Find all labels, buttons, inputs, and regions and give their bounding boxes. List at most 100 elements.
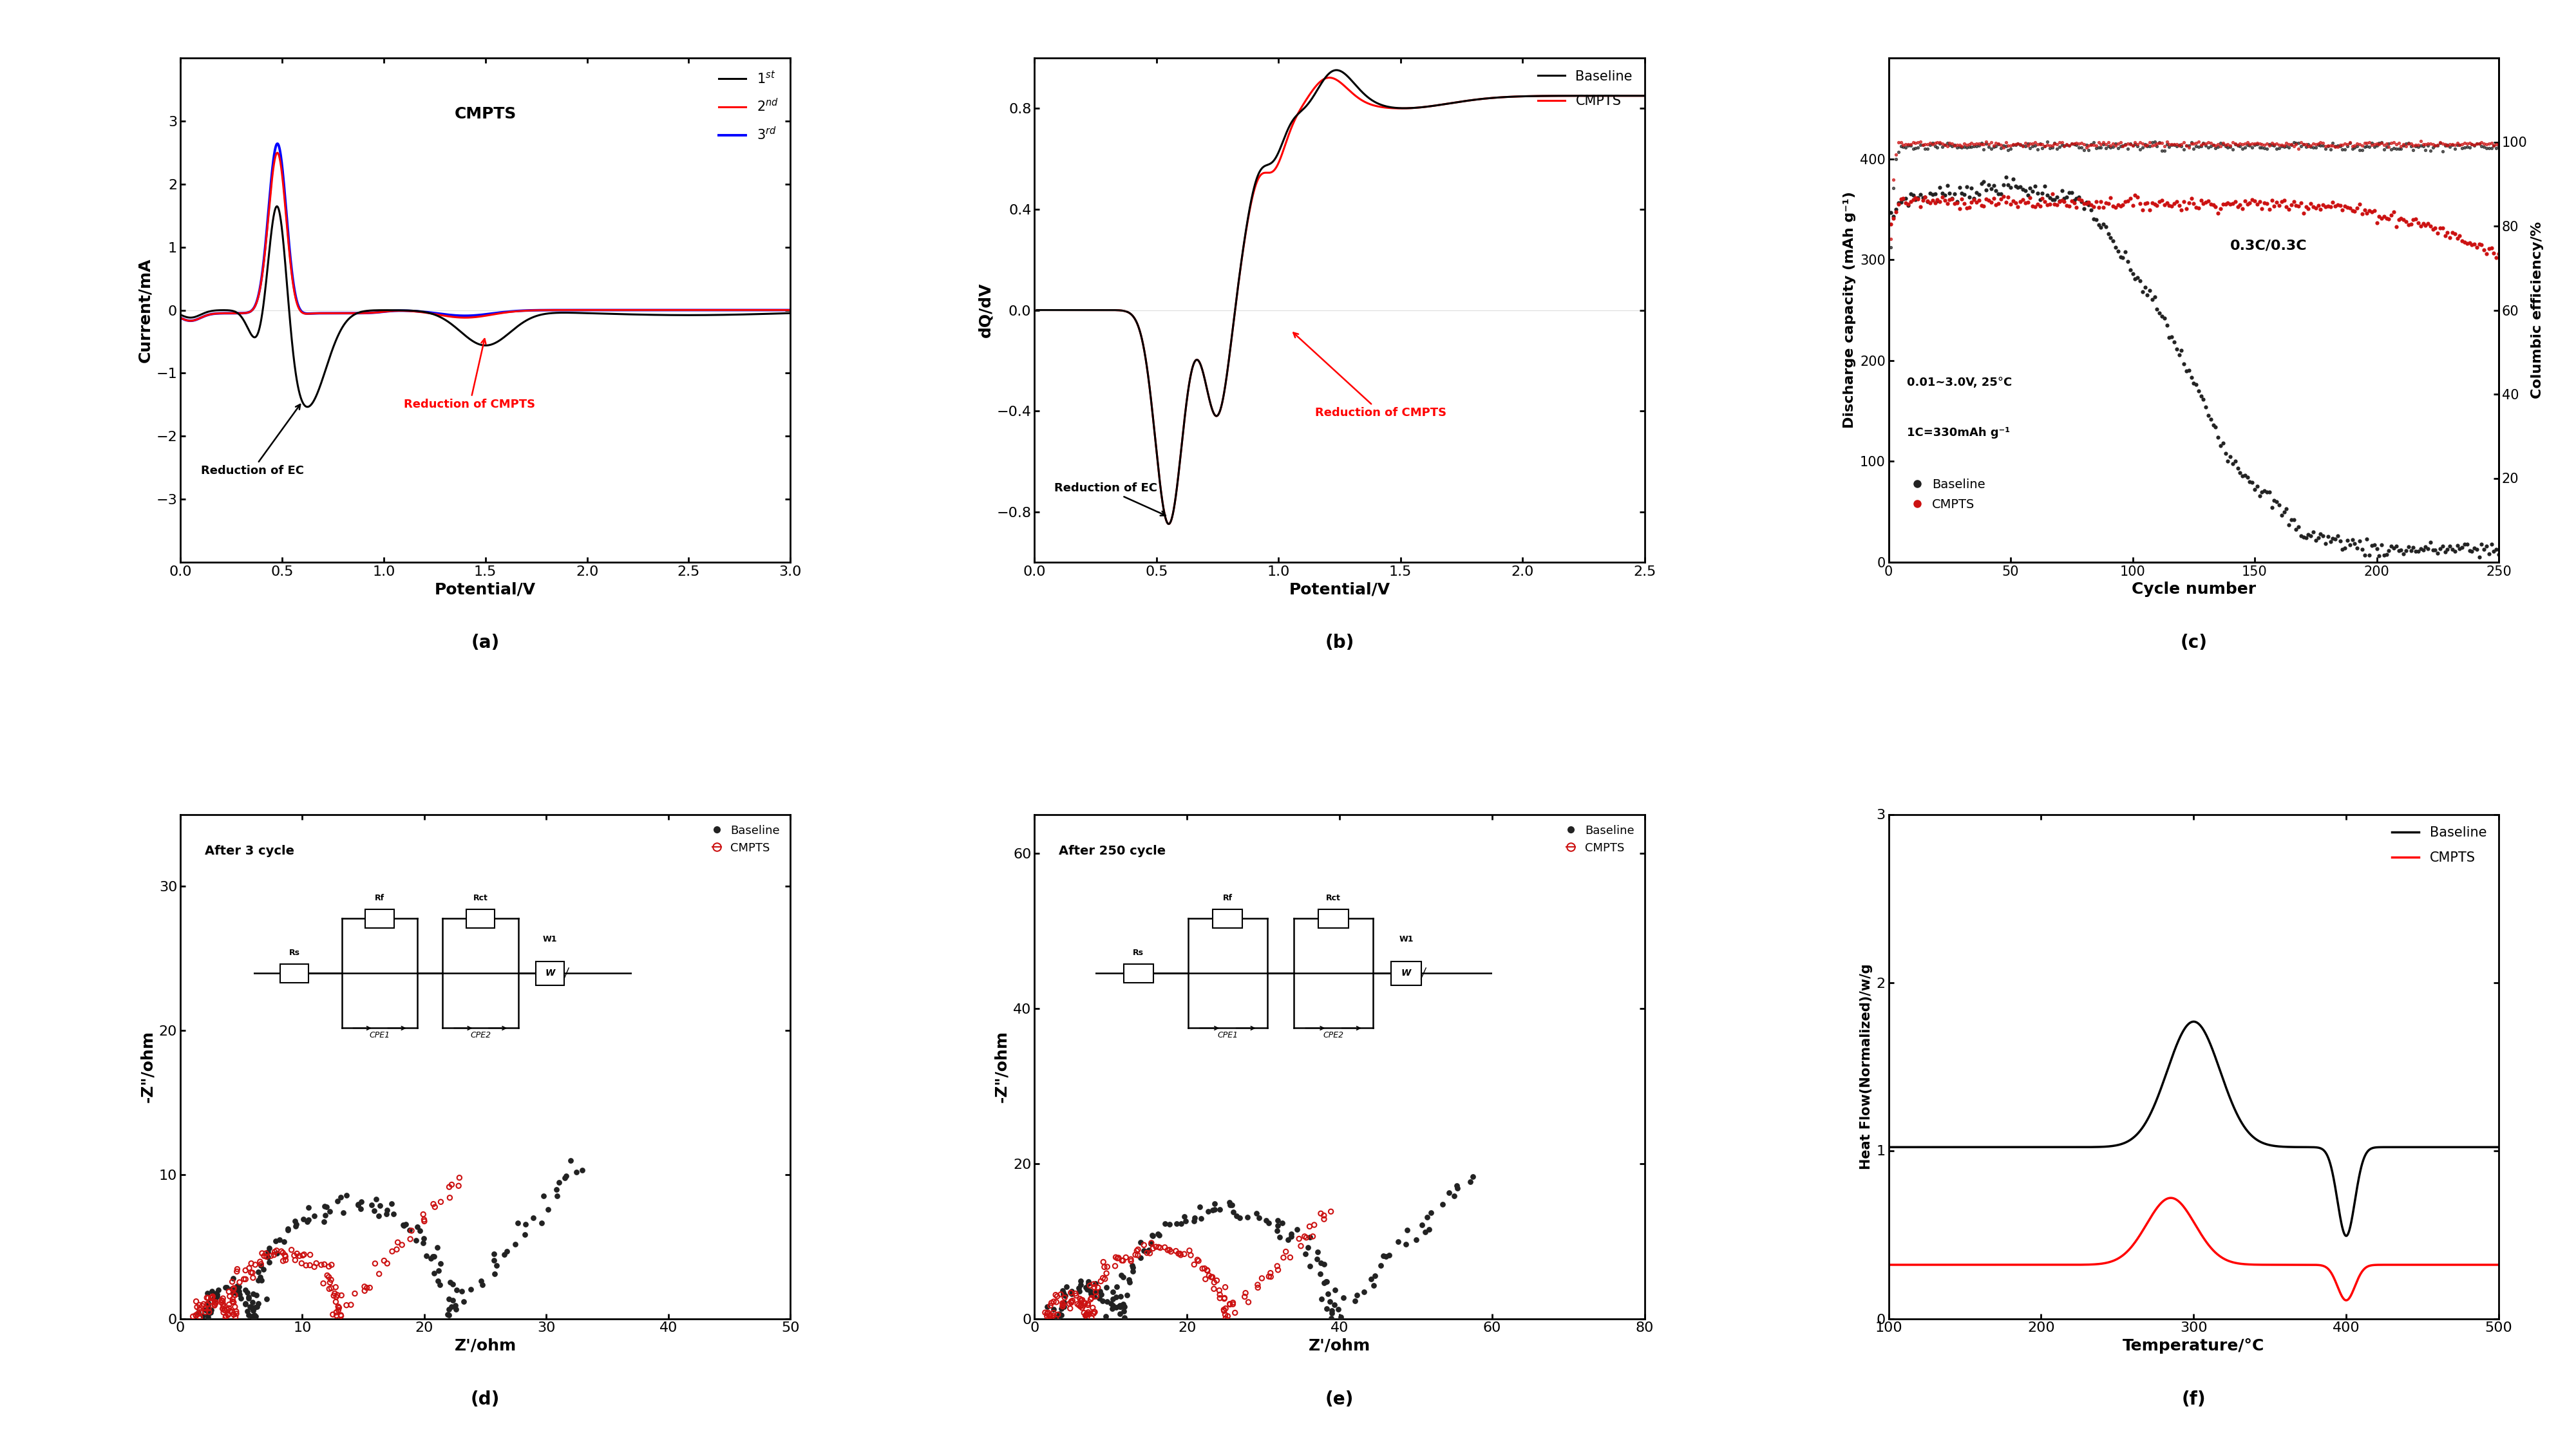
Point	[2071, 133, 2112, 156]
Point	[224, 1278, 265, 1301]
Point	[2246, 138, 2287, 161]
Point	[2442, 536, 2483, 559]
Point	[2280, 191, 2321, 214]
Point	[2331, 199, 2372, 222]
Point	[2050, 132, 2092, 155]
Point	[1236, 1277, 1278, 1300]
Point	[229, 1285, 270, 1308]
Point	[2434, 222, 2476, 245]
Point	[2066, 191, 2107, 214]
Point	[2432, 538, 2473, 561]
Point	[2038, 190, 2079, 213]
Point	[2056, 132, 2097, 155]
Point	[2269, 193, 2311, 216]
Point	[2362, 207, 2403, 230]
Point	[1030, 1304, 1072, 1327]
Point	[289, 1208, 330, 1232]
Point	[1899, 196, 1940, 219]
Point	[1278, 1219, 1319, 1242]
Point	[2272, 507, 2313, 530]
Point	[2076, 209, 2117, 232]
Point	[1984, 185, 2025, 209]
Point	[2360, 132, 2401, 155]
Point	[1896, 185, 1937, 209]
Point	[1206, 1307, 1247, 1330]
Point	[2174, 138, 2215, 161]
Point	[1404, 1220, 1445, 1243]
Point	[2324, 194, 2365, 217]
Point	[2112, 135, 2154, 158]
Point	[2401, 214, 2442, 238]
Point	[1092, 1287, 1133, 1310]
Point	[2202, 133, 2244, 156]
Point	[1888, 133, 1929, 156]
Point	[1940, 177, 1981, 200]
Point	[1953, 187, 1994, 210]
Point	[1206, 1297, 1247, 1320]
Point	[2035, 132, 2076, 155]
Point	[2004, 132, 2045, 155]
Point	[2367, 132, 2409, 155]
Point	[1177, 1249, 1218, 1272]
Point	[2143, 193, 2184, 216]
Point	[1994, 191, 2035, 214]
Point	[2378, 209, 2419, 232]
Point	[1883, 187, 1924, 210]
Point	[420, 1190, 461, 1213]
Point	[2174, 132, 2215, 155]
Point	[2172, 365, 2213, 388]
Point	[1105, 1306, 1146, 1329]
Point	[1958, 132, 1999, 155]
Point	[281, 1252, 322, 1275]
Point	[2097, 193, 2138, 216]
Point	[222, 1287, 263, 1310]
Point	[201, 1297, 242, 1320]
Point	[2079, 196, 2120, 219]
Point	[435, 1294, 477, 1317]
Point	[1981, 187, 2022, 210]
Point	[2164, 138, 2205, 161]
Point	[2313, 132, 2354, 155]
Point	[2017, 133, 2058, 156]
Point	[260, 1229, 301, 1252]
Point	[1914, 191, 1955, 214]
Point	[2298, 194, 2339, 217]
Point	[2020, 132, 2061, 155]
Point	[229, 1287, 270, 1310]
Legend: Baseline, CMPTS: Baseline, CMPTS	[1533, 65, 1638, 113]
Point	[1976, 132, 2017, 155]
Point	[245, 1242, 286, 1265]
Point	[2125, 275, 2166, 298]
Point	[1919, 132, 1960, 155]
Point	[219, 1279, 260, 1303]
Y-axis label: Current/mA: Current/mA	[137, 258, 152, 362]
Point	[2027, 184, 2069, 207]
Point	[2040, 188, 2081, 212]
Point	[1919, 177, 1960, 200]
Point	[2414, 539, 2455, 562]
Text: (f): (f)	[2182, 1390, 2205, 1408]
Point	[2084, 130, 2125, 154]
Point	[1927, 132, 1968, 155]
Point	[2053, 191, 2094, 214]
Point	[1113, 1253, 1154, 1277]
Point	[1935, 183, 1976, 206]
Point	[2130, 280, 2172, 303]
Point	[1989, 174, 2030, 197]
Point	[2174, 193, 2215, 216]
Point	[1188, 1259, 1229, 1282]
Point	[1056, 1284, 1097, 1307]
Point	[283, 1243, 325, 1266]
Point	[2419, 216, 2460, 239]
Point	[2084, 133, 2125, 156]
Point	[201, 1291, 242, 1314]
Point	[1059, 1269, 1100, 1293]
Point	[2032, 183, 2074, 206]
Point	[2344, 132, 2385, 155]
Point	[2197, 135, 2239, 158]
Point	[1435, 1174, 1476, 1197]
Point	[2411, 136, 2452, 159]
Point	[2236, 474, 2277, 497]
Point	[276, 1242, 317, 1265]
Point	[2195, 136, 2236, 159]
